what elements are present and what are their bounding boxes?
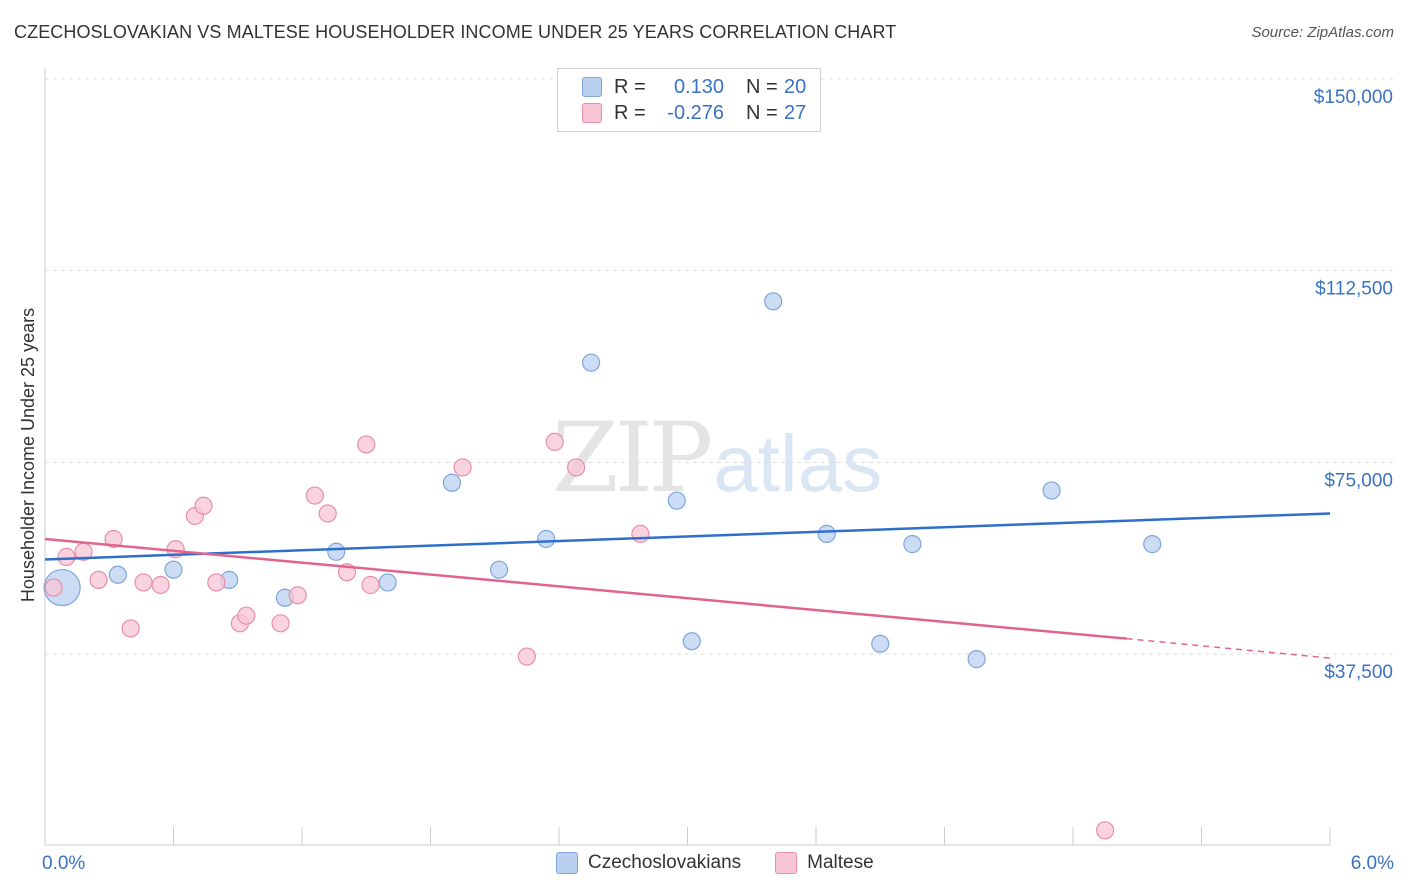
point-maltese (207, 573, 226, 592)
point-maltese (44, 578, 63, 597)
x-tick-label: 6.0% (1351, 853, 1394, 874)
point-maltese (194, 496, 213, 515)
point-czechoslovakians (1143, 535, 1162, 554)
point-maltese (104, 529, 123, 549)
point-maltese (361, 575, 380, 595)
legend-swatch-blue (582, 77, 602, 97)
series-label-maltese: Maltese (807, 852, 874, 873)
point-czechoslovakians (327, 542, 346, 561)
series-legend-maltese[interactable]: Maltese (775, 852, 874, 874)
point-maltese (1096, 821, 1115, 840)
trend-line-maltese (44, 537, 1127, 640)
point-czechoslovakians (442, 473, 462, 492)
point-maltese (567, 458, 586, 477)
trend-line-czechoslovakians (44, 512, 1331, 561)
point-maltese (517, 647, 536, 666)
point-czechoslovakians (164, 560, 183, 579)
legend-row-czechoslovakians: R = 0.130 N = 20 (582, 74, 806, 100)
legend-r-value: 0.130 (673, 75, 724, 98)
series-label-czechoslovakians: Czechoslovakians (588, 852, 742, 873)
point-maltese (121, 619, 140, 638)
legend-n-label: N = (746, 101, 778, 124)
series-swatch-blue (556, 852, 578, 874)
series-swatch-pink (775, 852, 798, 874)
legend-r-label: R = (614, 101, 646, 124)
legend-row-maltese: R = -0.276 N = 27 (582, 100, 806, 126)
y-tick-label: $75,000 (1324, 470, 1393, 491)
series-legend: Czechoslovakians Maltese (556, 852, 908, 874)
y-tick-label: $37,500 (1324, 662, 1393, 683)
legend-swatch-pink (582, 103, 602, 123)
point-maltese (545, 432, 564, 451)
point-czechoslovakians (903, 535, 922, 554)
stats-legend: R = 0.130 N = 20 R = -0.276 N = 27 (557, 68, 821, 132)
point-czechoslovakians (871, 634, 890, 653)
source-label: Source: ZipAtlas.com (1251, 24, 1394, 41)
point-maltese (89, 570, 108, 589)
y-tick-label: $150,000 (1314, 87, 1393, 108)
x-tick-label: 0.0% (42, 853, 85, 874)
point-czechoslovakians (667, 491, 686, 510)
legend-n-label: N = (746, 75, 778, 98)
point-maltese (151, 575, 170, 595)
legend-r-value: -0.276 (667, 101, 724, 124)
point-czechoslovakians (1042, 481, 1061, 500)
trend-line-dashed-maltese (1126, 637, 1331, 659)
point-maltese (57, 547, 76, 566)
y-axis-label: Householder Income Under 25 years (18, 308, 38, 602)
point-czechoslovakians (967, 650, 986, 669)
point-maltese (271, 614, 290, 633)
point-czechoslovakians (108, 565, 127, 584)
point-maltese (288, 586, 307, 605)
point-czechoslovakians (537, 529, 556, 549)
chart-title: CZECHOSLOVAKIAN VS MALTESE HOUSEHOLDER I… (14, 22, 897, 42)
point-czechoslovakians (682, 632, 701, 651)
series-legend-czechoslovakians[interactable]: Czechoslovakians (556, 852, 741, 874)
point-maltese (357, 435, 376, 454)
point-czechoslovakians (764, 292, 783, 311)
y-tick-label: $112,500 (1315, 279, 1393, 300)
point-maltese (631, 524, 650, 543)
point-maltese (134, 573, 153, 592)
legend-n-value: 27 (784, 101, 807, 124)
legend-n-value: 20 (784, 75, 807, 98)
point-maltese (453, 458, 472, 477)
point-maltese (237, 606, 256, 625)
point-czechoslovakians (378, 573, 397, 592)
legend-r-label: R = (614, 75, 646, 98)
point-maltese (318, 504, 337, 523)
point-czechoslovakians (582, 353, 601, 372)
point-maltese (305, 486, 324, 505)
point-czechoslovakians (489, 560, 509, 579)
point-czechoslovakians (817, 524, 836, 543)
